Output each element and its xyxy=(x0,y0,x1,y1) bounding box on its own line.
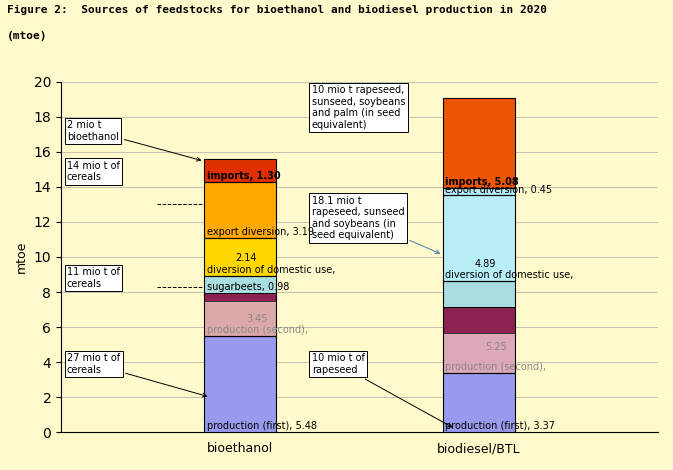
Text: 27 mio t of
cereals: 27 mio t of cereals xyxy=(67,353,207,397)
Bar xyxy=(443,281,515,373)
Bar xyxy=(443,196,515,281)
Text: 2.14: 2.14 xyxy=(236,253,257,263)
Text: 4.89: 4.89 xyxy=(474,259,495,269)
Text: export diversion, 3.19: export diversion, 3.19 xyxy=(207,227,314,237)
Bar xyxy=(443,188,515,196)
Text: diversion of domestic use,: diversion of domestic use, xyxy=(446,270,574,280)
Bar xyxy=(443,373,515,432)
Text: production (first), 3.37: production (first), 3.37 xyxy=(446,421,555,431)
Text: 3.45: 3.45 xyxy=(246,314,268,324)
Text: 5.25: 5.25 xyxy=(485,342,507,352)
Bar xyxy=(443,196,515,281)
Text: (mtoe): (mtoe) xyxy=(7,31,47,40)
Bar xyxy=(205,159,276,182)
Bar xyxy=(205,293,276,301)
Bar xyxy=(205,238,276,276)
Text: 2 mio t
bioethanol: 2 mio t bioethanol xyxy=(67,120,201,161)
Bar xyxy=(443,188,515,196)
Bar xyxy=(443,98,515,188)
Bar xyxy=(205,159,276,182)
Bar xyxy=(205,182,276,238)
Bar xyxy=(443,307,515,333)
Bar xyxy=(205,276,276,293)
Text: 14 mio t of
cereals: 14 mio t of cereals xyxy=(67,160,120,182)
Text: production (first), 5.48: production (first), 5.48 xyxy=(207,421,317,431)
Bar xyxy=(205,336,276,432)
Text: production (second),: production (second), xyxy=(446,362,546,372)
Y-axis label: mtoe: mtoe xyxy=(15,241,28,273)
Bar xyxy=(205,293,276,301)
Bar xyxy=(205,301,276,336)
Text: export diversion, 0.45: export diversion, 0.45 xyxy=(446,185,553,195)
Text: production (second),: production (second), xyxy=(207,325,308,335)
Bar xyxy=(205,336,276,432)
Bar xyxy=(205,182,276,238)
Bar xyxy=(205,238,276,276)
Text: 11 mio t of
cereals: 11 mio t of cereals xyxy=(67,267,120,289)
Bar xyxy=(205,276,276,336)
Bar xyxy=(443,333,515,373)
Text: 10 mio t rapeseed,
sunseed, soybeans
and palm (in seed
equivalent): 10 mio t rapeseed, sunseed, soybeans and… xyxy=(312,85,405,130)
Bar xyxy=(443,98,515,188)
Text: 10 mio t of
rapeseed: 10 mio t of rapeseed xyxy=(312,353,452,427)
Bar xyxy=(443,373,515,432)
Bar xyxy=(443,281,515,307)
Text: imports, 5.08: imports, 5.08 xyxy=(446,177,520,187)
Text: diversion of domestic use,: diversion of domestic use, xyxy=(207,265,335,275)
Text: Figure 2:  Sources of feedstocks for bioethanol and biodiesel production in 2020: Figure 2: Sources of feedstocks for bioe… xyxy=(7,5,546,15)
Text: 18.1 mio t
rapeseed, sunseed
and soybeans (in
seed equivalent): 18.1 mio t rapeseed, sunseed and soybean… xyxy=(312,196,439,253)
Text: sugarbeets, 0.98: sugarbeets, 0.98 xyxy=(207,282,289,292)
Bar xyxy=(205,276,276,293)
Bar xyxy=(443,281,515,307)
Bar xyxy=(443,307,515,333)
Text: imports, 1.30: imports, 1.30 xyxy=(207,172,281,181)
